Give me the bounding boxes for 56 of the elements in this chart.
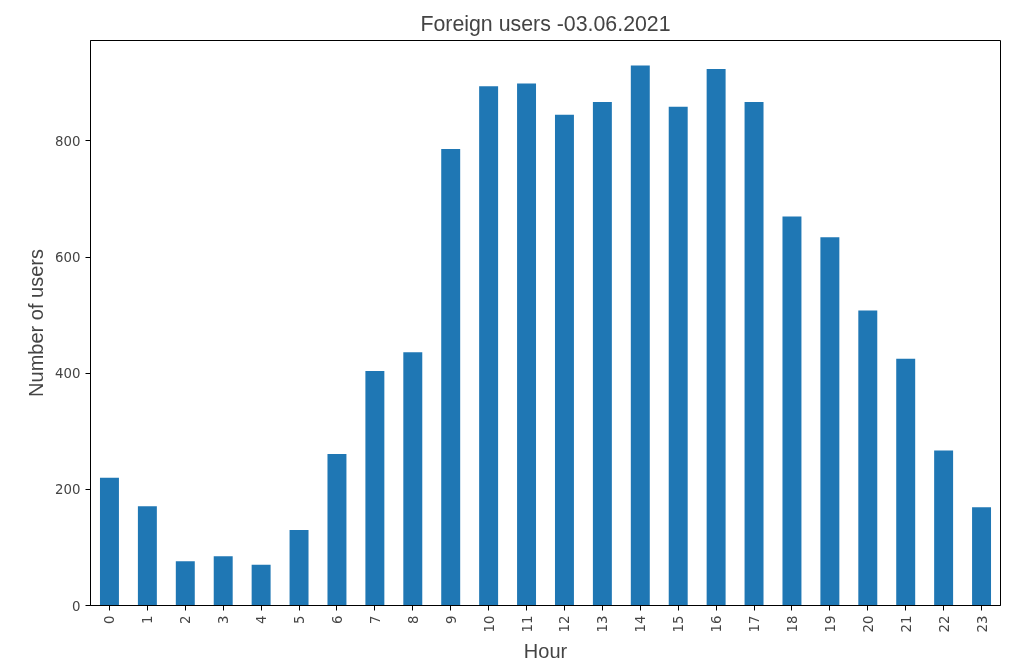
bar [327,453,347,606]
bar [668,106,688,606]
x-tick-label: 7 [367,615,383,624]
x-tick-label: 10 [481,615,497,633]
bar [289,530,309,606]
bar [706,68,726,606]
bar [251,564,271,606]
bar [782,216,802,606]
bar [441,149,461,606]
y-tick-label: 600 [55,250,81,266]
y-tick-label: 800 [55,133,81,149]
x-tick-label: 16 [709,615,725,633]
x-tick-label: 21 [898,615,914,633]
y-axis-title: Number of users [25,249,48,397]
x-tick-label: 5 [292,615,308,624]
bar [213,556,233,606]
x-tick-label: 8 [405,615,421,624]
x-tick-label: 12 [557,615,573,633]
bar [858,310,878,606]
x-tick-label: 3 [216,615,232,624]
x-tick-label: 14 [633,615,649,633]
y-tick-label: 200 [55,482,81,498]
x-tick-label: 4 [254,615,270,624]
bar [744,102,764,606]
x-tick-label: 0 [102,615,118,624]
bar [934,450,954,606]
x-tick-label: 19 [822,615,838,633]
x-tick-label: 9 [443,615,459,624]
bar [175,561,195,606]
x-tick-label: 17 [747,615,763,633]
bar [630,65,650,606]
bar [365,370,385,606]
y-tick-label: 0 [72,598,81,614]
bar [972,507,992,606]
x-tick-label: 20 [860,615,876,633]
bar [517,83,537,606]
x-tick-label: 23 [974,615,990,633]
chart-title: Foreign users -03.06.2021 [420,11,671,36]
bar [479,86,499,606]
x-axis-title: Hour [523,640,568,663]
x-tick-label: 11 [519,615,535,633]
bar [820,237,840,606]
x-tick-label: 1 [140,615,156,624]
x-tick-label: 18 [784,615,800,633]
x-tick-label: 22 [936,615,952,633]
bar [554,114,574,606]
bar [137,506,157,606]
bar [99,477,119,606]
bar [896,358,916,606]
y-tick-label: 400 [55,366,81,382]
x-tick-label: 13 [595,615,611,633]
x-tick-label: 15 [671,615,687,633]
x-tick-label: 6 [329,615,345,624]
bar [403,352,423,606]
bar [592,102,612,606]
x-tick-label: 2 [178,615,194,624]
